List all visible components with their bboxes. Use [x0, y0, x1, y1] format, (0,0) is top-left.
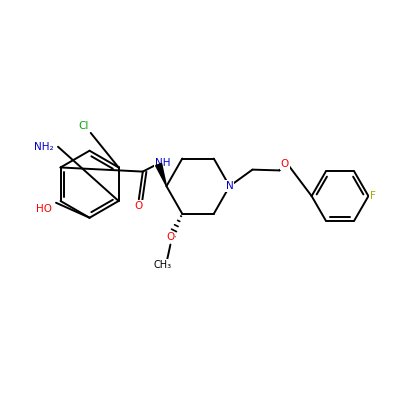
- Text: O: O: [135, 201, 143, 211]
- Text: O: O: [166, 232, 174, 242]
- Polygon shape: [156, 164, 166, 186]
- Text: N: N: [226, 181, 234, 191]
- Text: HO: HO: [36, 204, 52, 214]
- Text: CH₃: CH₃: [154, 260, 172, 270]
- Text: NH: NH: [155, 158, 170, 168]
- Text: F: F: [370, 191, 376, 201]
- Text: NH₂: NH₂: [34, 142, 54, 152]
- Text: O: O: [281, 159, 289, 169]
- Text: Cl: Cl: [78, 121, 89, 131]
